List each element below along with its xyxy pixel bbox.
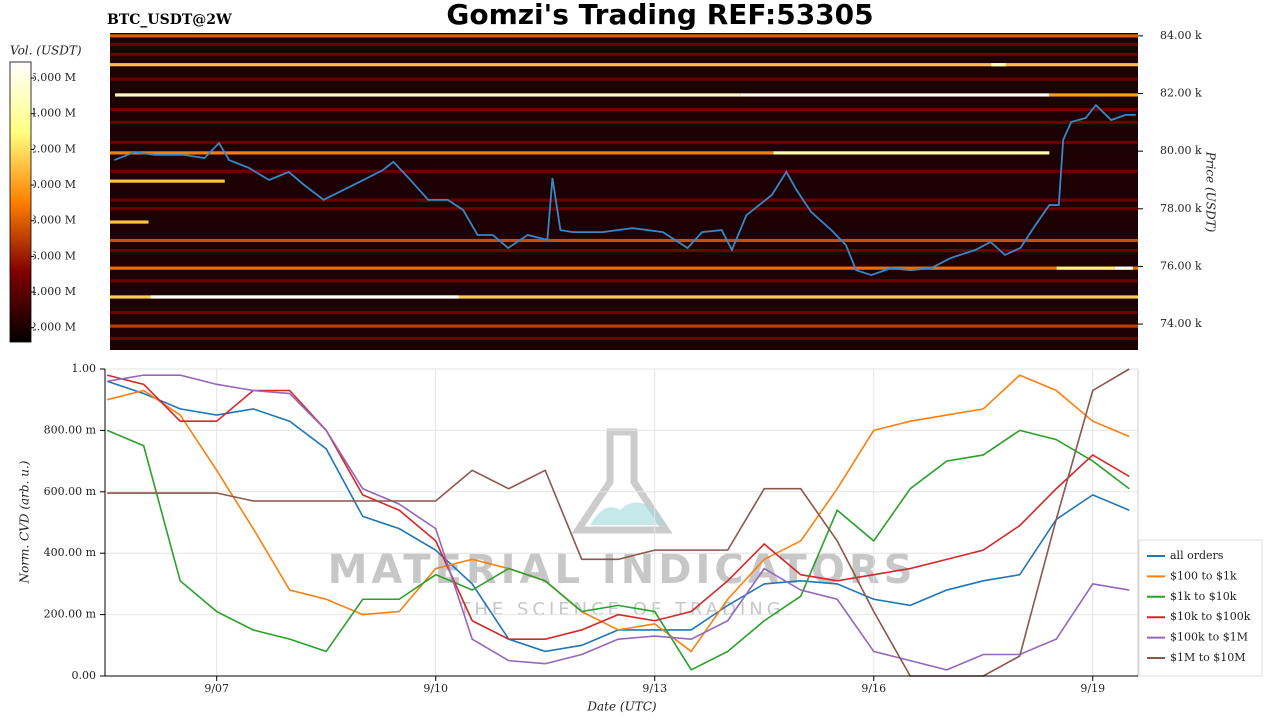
liquidity-band xyxy=(110,295,1138,299)
heatmap xyxy=(110,34,1138,341)
liquidity-band xyxy=(110,169,1138,173)
liquidity-band xyxy=(110,310,1138,315)
liquidity-band xyxy=(110,220,149,224)
cvd-line xyxy=(106,429,1130,671)
price-tick-label: 74.00 k xyxy=(1160,317,1202,330)
liquidity-band xyxy=(110,53,1138,57)
price-tick-label: 82.00 k xyxy=(1160,87,1202,100)
liquidity-band xyxy=(110,207,1138,211)
legend-label: $10k to $100k xyxy=(1170,610,1251,623)
watermark-name: MATERIAL INDICATORS xyxy=(328,547,917,593)
cvd-line xyxy=(107,374,1130,671)
y-tick-label: 1.00 xyxy=(72,362,97,375)
x-tick-label: 9/16 xyxy=(861,682,886,695)
price-tick-label: 84.00 k xyxy=(1160,29,1202,42)
colorbar-ticks: 2.000 M 4.000 M 6.000 M 8.000 M 10.000 M 12.0… xyxy=(23,71,76,334)
liquidity-band xyxy=(115,93,741,97)
watermark-icon-fill xyxy=(590,502,665,525)
colorbar-tick-label: 6.000 M xyxy=(30,249,76,262)
liquidity-band xyxy=(110,151,774,155)
liquidity-band xyxy=(110,179,225,183)
y-tick-label: 600.00 m xyxy=(44,485,97,498)
colorbar-tick-label: 10.000 M xyxy=(23,178,76,191)
x-axis-label: Date (UTC) xyxy=(586,700,656,714)
legend-label: $1M to $10M xyxy=(1170,651,1246,664)
liquidity-band xyxy=(110,266,1138,270)
price-tick-label: 78.00 k xyxy=(1160,202,1202,215)
liquidity-band xyxy=(110,77,1138,81)
x-tick-label: 9/19 xyxy=(1080,682,1105,695)
liquidity-band xyxy=(110,279,1138,283)
colorbar-tick-label: 2.000 M xyxy=(30,321,76,334)
liquidity-band xyxy=(110,248,1138,253)
cvd-axis-label: Norm. CVD (arb. u.) xyxy=(18,460,32,584)
cvd-line xyxy=(106,374,1130,640)
liquidity-band xyxy=(110,140,1138,145)
y-tick-label: 800.00 m xyxy=(44,423,97,436)
page-title: Gomzi's Trading REF:53305 xyxy=(446,0,873,31)
x-tick-label: 9/07 xyxy=(204,682,229,695)
liquidity-band xyxy=(150,295,459,299)
liquidity-band xyxy=(773,151,1050,155)
liquidity-band xyxy=(740,93,1050,97)
colorbar-label: Vol. (USDT) xyxy=(10,44,82,58)
colorbar-tick-label: 8.000 M xyxy=(30,214,76,227)
y-tick-label: 0.00 xyxy=(72,669,97,682)
liquidity-band xyxy=(110,238,1138,243)
x-tick-label: 9/10 xyxy=(423,682,448,695)
price-tick-label: 80.00 k xyxy=(1160,144,1202,157)
legend-label: $100k to $1M xyxy=(1170,631,1248,644)
price-axis-label: Price (USDT) xyxy=(1204,151,1218,233)
cvd-line xyxy=(106,374,1130,653)
liquidity-band xyxy=(110,336,1138,341)
liquidity-band xyxy=(110,324,1138,328)
liquidity-band xyxy=(110,107,1138,111)
liquidity-band xyxy=(110,42,1138,47)
liquidity-band xyxy=(110,120,1138,124)
price-tick-label: 76.00 k xyxy=(1160,259,1202,272)
colorbar-tick-label: 14.000 M xyxy=(23,107,76,120)
colorbar xyxy=(9,61,32,343)
heatmap-title: BTC_USDT@2W xyxy=(107,12,232,28)
y-tick-label: 400.00 m xyxy=(44,546,97,559)
colorbar-tick-label: 16.000 M xyxy=(23,71,76,84)
watermark-icon xyxy=(571,428,673,534)
liquidity-band xyxy=(110,34,1138,38)
x-tick-label: 9/13 xyxy=(642,682,667,695)
price-line xyxy=(114,103,1136,277)
legend-label: $100 to $1k xyxy=(1170,569,1237,582)
liquidity-band xyxy=(1114,266,1133,270)
colorbar-tick-label: 12.000 M xyxy=(23,142,76,155)
legend-label: all orders xyxy=(1170,549,1224,562)
legend-label: $1k to $10k xyxy=(1170,590,1237,603)
colorbar-tick-label: 4.000 M xyxy=(30,285,76,298)
liquidity-band xyxy=(1056,266,1115,270)
liquidity-band xyxy=(1049,93,1138,97)
legend xyxy=(1138,539,1263,677)
liquidity-band xyxy=(110,198,1138,202)
y-tick-label: 200.00 m xyxy=(44,608,97,621)
liquidity-band xyxy=(991,63,1006,67)
liquidity-band xyxy=(110,63,1138,67)
